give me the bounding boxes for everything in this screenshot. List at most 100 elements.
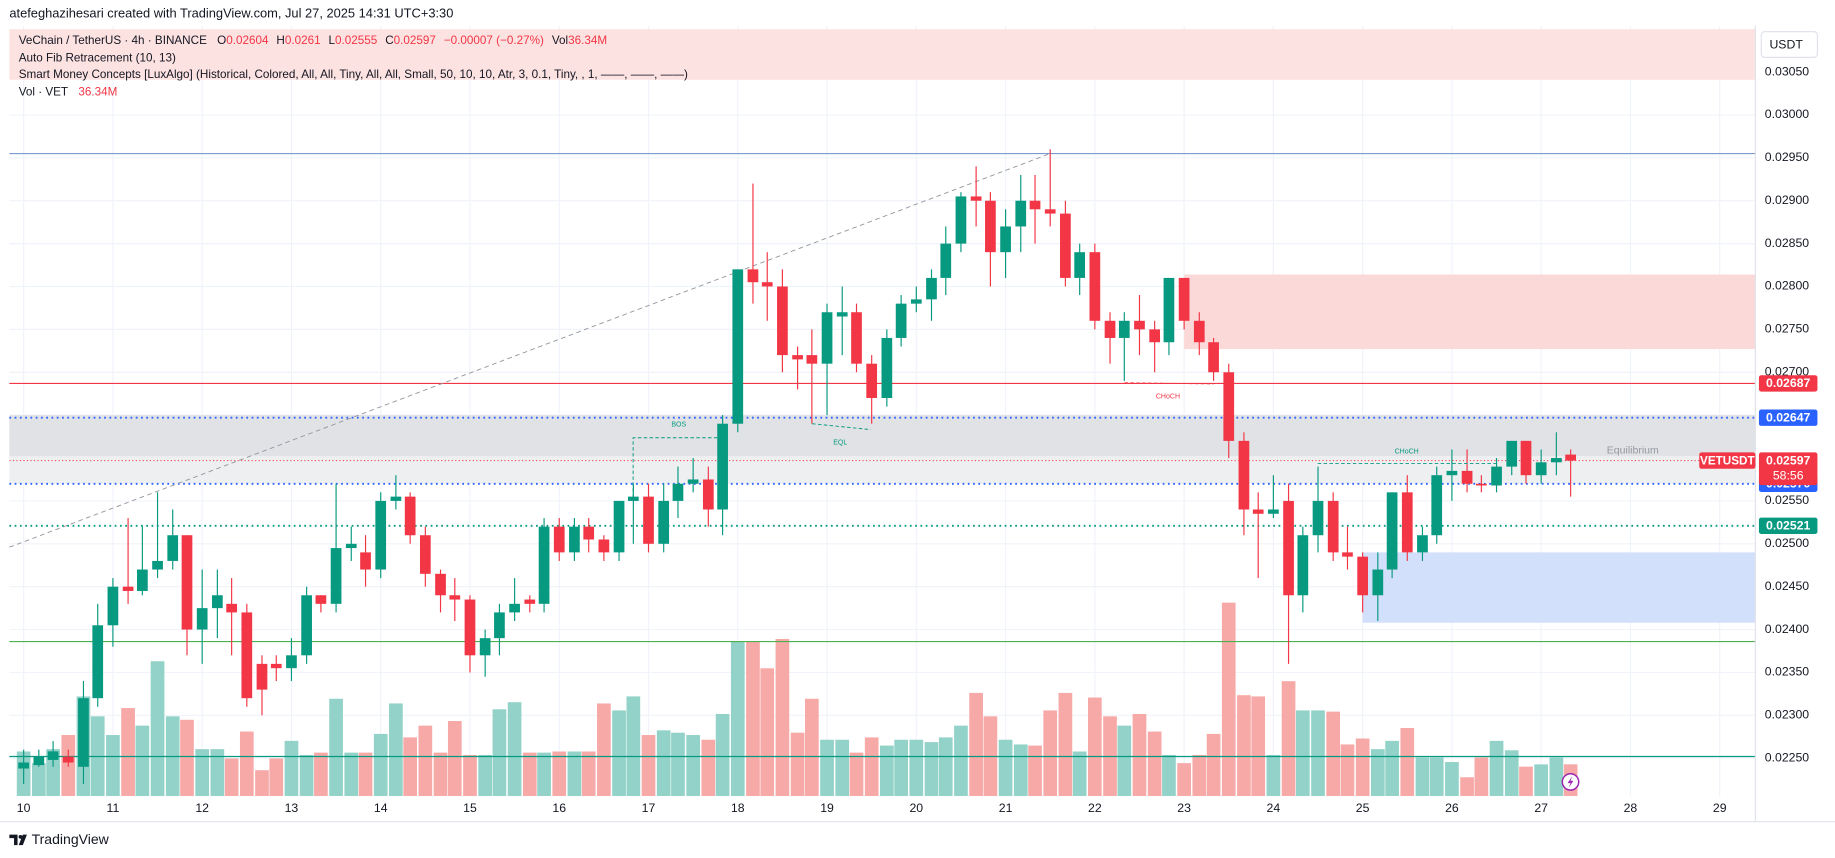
candle-body bbox=[1461, 470, 1473, 484]
volume-bar bbox=[1177, 763, 1191, 796]
x-tick-label: 10 bbox=[17, 801, 31, 815]
volume-bar bbox=[746, 641, 760, 796]
candle-body bbox=[866, 363, 878, 398]
candle-body bbox=[404, 496, 416, 536]
x-tick-label: 16 bbox=[552, 801, 566, 815]
lightning-icon[interactable] bbox=[1561, 772, 1580, 791]
price-tag-label: 0.02521 bbox=[1766, 519, 1811, 533]
candle-body bbox=[1134, 320, 1145, 330]
candle-body bbox=[1283, 500, 1294, 596]
ohlc-key: L bbox=[329, 34, 336, 47]
candle-body bbox=[1551, 458, 1562, 463]
volume-bar bbox=[1132, 713, 1147, 796]
candle-body bbox=[47, 751, 59, 760]
volume-bar bbox=[612, 710, 626, 796]
zone bbox=[1184, 274, 1756, 350]
candle-body bbox=[538, 526, 550, 604]
volume-bar bbox=[1251, 696, 1266, 796]
candle-body bbox=[1089, 252, 1101, 321]
annotation: CHoCH bbox=[1395, 449, 1419, 456]
candle-body bbox=[360, 552, 371, 570]
candle-body bbox=[687, 479, 699, 484]
credit: atefeghazihesari created with TradingVie… bbox=[9, 5, 453, 20]
candle-body bbox=[1029, 200, 1041, 210]
volume-bar bbox=[1295, 710, 1310, 796]
ohlc-key: C bbox=[385, 34, 393, 47]
candle-body bbox=[1446, 470, 1458, 476]
volume-bar bbox=[210, 749, 225, 796]
candle-body bbox=[33, 756, 45, 766]
zone bbox=[1362, 552, 1756, 623]
volume-bar bbox=[671, 732, 685, 796]
y-tick-label: 0.02850 bbox=[1765, 236, 1810, 250]
price-tag bbox=[1758, 375, 1818, 392]
volume-bar bbox=[1147, 731, 1162, 796]
annotation: CHoCH bbox=[1156, 394, 1180, 401]
choch-line bbox=[1124, 382, 1214, 385]
volume-bar bbox=[820, 739, 834, 796]
candle-body bbox=[137, 569, 148, 591]
y-tick-label: 0.02900 bbox=[1765, 193, 1810, 207]
volume-bar bbox=[135, 725, 150, 796]
price-tag-label: 0.02687 bbox=[1766, 376, 1811, 390]
candle-body bbox=[940, 243, 952, 278]
x-tick-label: 22 bbox=[1088, 801, 1102, 815]
candle-body bbox=[375, 500, 387, 570]
candle-body bbox=[1268, 509, 1279, 514]
candle-body bbox=[1118, 320, 1130, 338]
currency-box[interactable] bbox=[1760, 31, 1819, 58]
candle-body bbox=[1000, 226, 1011, 253]
volume-bar bbox=[1534, 764, 1549, 796]
volume-bar bbox=[478, 754, 492, 796]
candle-body bbox=[1401, 492, 1413, 553]
y-tick-label: 0.02400 bbox=[1765, 622, 1810, 636]
volume-bar bbox=[180, 719, 194, 796]
candle-body bbox=[435, 573, 446, 596]
ohlc-value: 0.02604 bbox=[226, 34, 269, 47]
trend-line bbox=[9, 153, 1051, 548]
candle-body bbox=[553, 526, 565, 553]
y-tick-label: 0.02800 bbox=[1765, 279, 1810, 293]
volume-bar bbox=[373, 733, 388, 796]
tag-layer: 0.026870.026470.025700.02521VETUSDT0.025… bbox=[1699, 375, 1818, 534]
volume-bar bbox=[730, 641, 745, 796]
volume-bar bbox=[150, 661, 165, 796]
price-tag bbox=[1758, 409, 1818, 426]
candle-body bbox=[167, 535, 179, 561]
volume-bar bbox=[447, 721, 462, 796]
candle-body bbox=[62, 756, 74, 763]
volume-bar bbox=[389, 703, 403, 796]
volume-bar bbox=[1162, 754, 1176, 796]
volume-bar bbox=[1072, 751, 1087, 796]
volume-bar bbox=[537, 752, 551, 796]
volume-bar bbox=[492, 709, 507, 796]
price-tag bbox=[1758, 452, 1818, 486]
currency[interactable]: USDT bbox=[1769, 37, 1803, 51]
candle-body bbox=[717, 423, 728, 510]
volume-bar bbox=[344, 752, 359, 796]
volume-bar bbox=[1519, 766, 1533, 796]
candle-body bbox=[256, 663, 268, 690]
candle-body bbox=[1060, 213, 1071, 278]
volume-bar bbox=[106, 735, 120, 796]
volume-key: Vol bbox=[552, 34, 568, 47]
price-tag bbox=[1758, 517, 1818, 534]
zone bbox=[9, 415, 1756, 457]
y-tick-label: 0.03000 bbox=[1765, 107, 1810, 121]
candle-body bbox=[643, 496, 654, 544]
candle-body bbox=[1223, 372, 1235, 441]
candle-body bbox=[479, 638, 491, 656]
candle-body bbox=[181, 535, 193, 630]
candle-body bbox=[211, 595, 223, 609]
volume-bar bbox=[1266, 754, 1281, 796]
volume-bar bbox=[1415, 757, 1430, 796]
y-tick-label: 0.03050 bbox=[1765, 64, 1810, 78]
volume-bar bbox=[909, 739, 924, 796]
candle-body bbox=[226, 603, 237, 613]
candle-body bbox=[1074, 252, 1086, 278]
volume-bar bbox=[849, 752, 864, 796]
candle-body bbox=[509, 603, 520, 613]
brand-logo bbox=[9, 834, 27, 846]
volume-bar bbox=[1400, 727, 1415, 796]
